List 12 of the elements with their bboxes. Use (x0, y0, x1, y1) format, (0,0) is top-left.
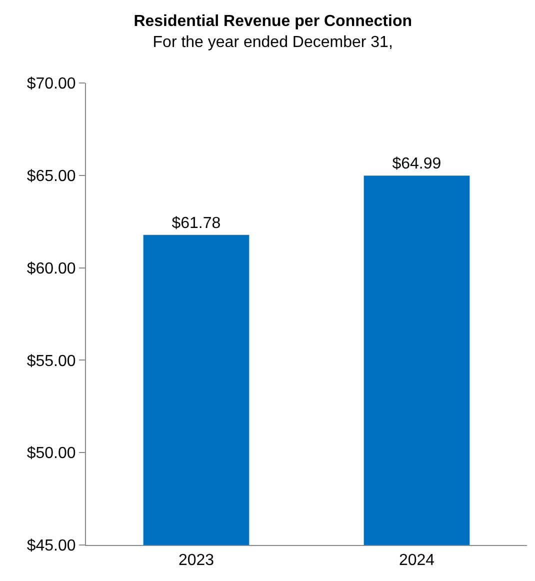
data-label: $61.78 (172, 214, 221, 232)
y-tick-label: $45.00 (26, 538, 76, 555)
data-label: $64.99 (392, 156, 442, 173)
y-tick-label: $65.00 (26, 168, 76, 185)
x-tick-label: 2024 (398, 552, 435, 570)
chart-title: Residential Revenue per Connection (134, 13, 412, 30)
chart-subtitle: For the year ended December 31, (152, 34, 393, 51)
x-tick-label: 2023 (178, 552, 214, 570)
y-tick-label: $55.00 (26, 352, 76, 370)
y-tick-label: $50.00 (26, 445, 76, 462)
y-tick-label: $60.00 (26, 260, 76, 278)
y-tick-label: $70.00 (26, 76, 76, 93)
